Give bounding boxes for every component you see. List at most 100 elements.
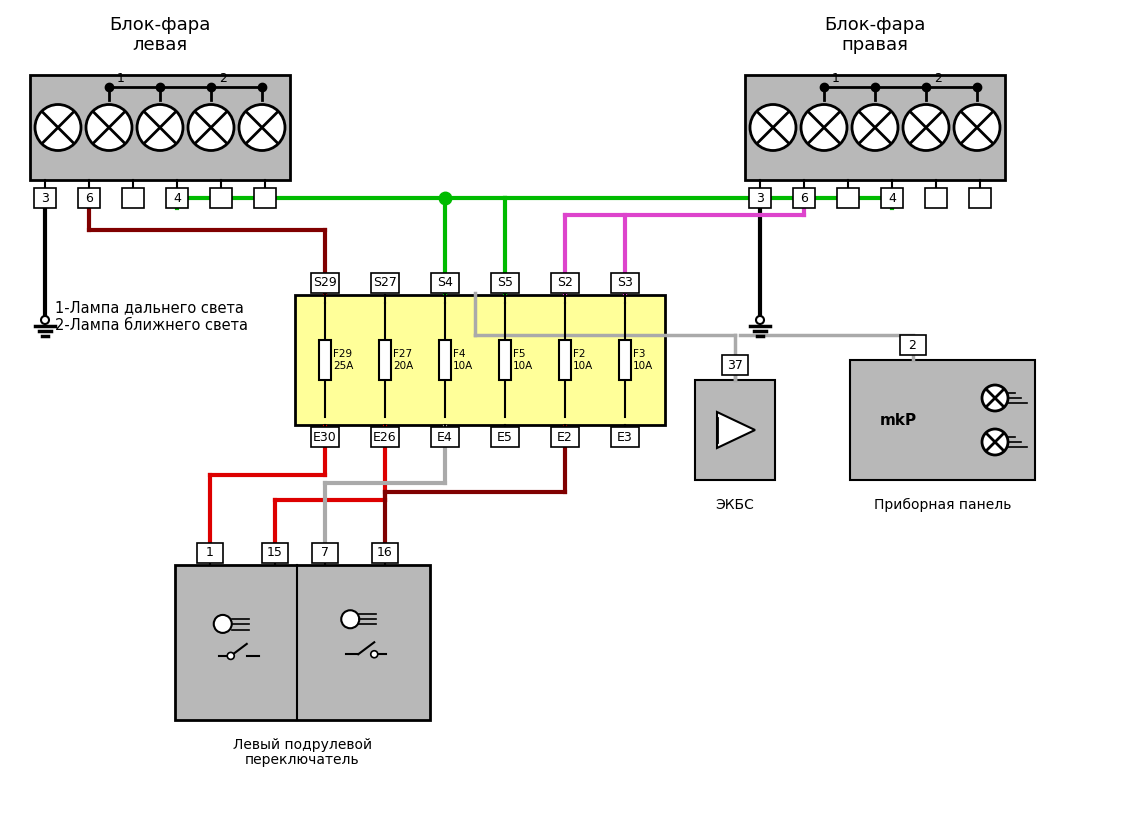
Text: F29: F29 [333,349,353,359]
Text: 10A: 10A [453,361,473,371]
Bar [850,360,1035,480]
Text: F27: F27 [393,349,412,359]
Text: mkР: mkР [881,413,917,427]
Bar [311,427,339,447]
Bar [551,273,579,293]
Text: E3: E3 [617,431,633,444]
Text: переключатель: переключатель [245,753,360,767]
Bar [372,543,398,563]
Polygon shape [717,412,755,448]
Text: 1-Лампа дальнего света: 1-Лампа дальнего света [55,300,244,315]
Bar [611,427,639,447]
Bar [311,543,338,563]
Circle shape [239,105,285,150]
Text: E5: E5 [497,431,513,444]
Text: 4: 4 [173,191,181,204]
Text: 3: 3 [756,191,764,204]
Bar [745,75,1005,180]
Text: 1: 1 [832,72,840,85]
Text: F3: F3 [633,349,646,359]
Text: 10A: 10A [572,361,593,371]
Bar [881,188,903,208]
Text: S3: S3 [617,276,633,289]
Bar [551,427,579,447]
Text: S27: S27 [373,276,397,289]
Text: 6: 6 [85,191,93,204]
Bar [559,340,571,380]
Circle shape [86,105,132,150]
Text: ЭКБС: ЭКБС [716,498,755,512]
Text: Левый подрулевой: Левый подрулевой [232,738,372,752]
Text: S29: S29 [313,276,337,289]
Text: F2: F2 [572,349,585,359]
Text: 10A: 10A [513,361,534,371]
Bar [837,188,859,208]
Bar [371,427,398,447]
Bar [749,188,771,208]
Bar [197,543,223,563]
Circle shape [227,653,235,659]
Circle shape [41,316,49,324]
Text: 6: 6 [800,191,808,204]
Circle shape [852,105,898,150]
Text: S5: S5 [497,276,513,289]
Text: S2: S2 [558,276,572,289]
Circle shape [982,385,1008,411]
Bar [30,75,290,180]
Text: Блок-фара
правая: Блок-фара правая [824,16,925,55]
Text: E2: E2 [558,431,572,444]
Bar [254,188,276,208]
Text: 2: 2 [219,72,227,85]
Bar [319,340,331,380]
Bar [491,273,519,293]
Bar [371,273,398,293]
Bar [611,273,639,293]
Bar [210,188,232,208]
Circle shape [341,610,360,628]
Text: 1: 1 [206,547,214,560]
Bar [431,273,459,293]
Circle shape [137,105,183,150]
Text: E26: E26 [373,431,397,444]
Bar [793,188,815,208]
Text: E30: E30 [313,431,337,444]
Bar [499,340,511,380]
Circle shape [35,105,81,150]
Text: 20A: 20A [393,361,413,371]
Text: Приборная панель: Приборная панель [874,498,1011,512]
Bar [439,340,451,380]
Circle shape [371,651,378,658]
Circle shape [214,615,231,633]
Text: 2: 2 [909,338,916,351]
Bar [311,273,339,293]
Text: 4: 4 [889,191,895,204]
Text: Блок-фара
левая: Блок-фара левая [109,16,211,55]
Text: 10A: 10A [633,361,654,371]
Bar [491,427,519,447]
Circle shape [982,429,1008,455]
Bar [262,543,289,563]
Bar [900,335,925,355]
Text: F5: F5 [513,349,526,359]
Text: 3: 3 [41,191,49,204]
Text: S4: S4 [437,276,453,289]
Bar [295,295,665,425]
Bar [619,340,631,380]
Bar [695,380,775,480]
Bar [166,188,188,208]
Bar [379,340,390,380]
Text: 2: 2 [934,72,942,85]
Circle shape [756,316,764,324]
Bar [175,565,431,720]
Text: 16: 16 [377,547,393,560]
Bar [34,188,56,208]
Text: 7: 7 [321,547,329,560]
Text: 25A: 25A [333,361,354,371]
Bar [925,188,947,208]
Bar [722,355,748,375]
Circle shape [954,105,1000,150]
Text: 37: 37 [727,359,743,372]
Circle shape [750,105,796,150]
Text: F4: F4 [453,349,466,359]
Circle shape [188,105,234,150]
